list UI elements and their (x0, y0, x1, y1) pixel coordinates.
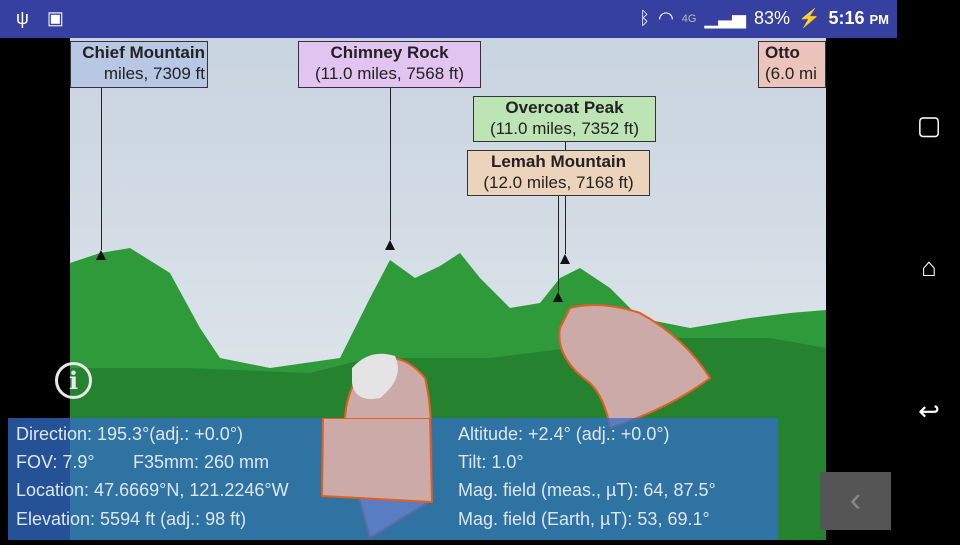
peak-marker (560, 254, 570, 264)
mag-field-earth-text: Mag. field (Earth, µT): 53, 69.1° (458, 509, 710, 529)
status-bar: ψ ▣ ᛒ ◠ 4G ▁▃▅ 83% ⚡ 5:16 PM (0, 0, 897, 38)
elevation-text: Elevation: 5594 ft (adj.: 98 ft) (16, 509, 247, 529)
signal-icon: ▁▃▅ (704, 8, 746, 28)
home-icon[interactable]: ⌂ (921, 252, 937, 282)
recents-icon[interactable]: ▢ (916, 110, 942, 140)
peak-label-lemah-mountain[interactable]: Lemah Mountain (12.0 miles, 7168 ft) (467, 150, 650, 196)
usb-icon: ψ (16, 8, 29, 28)
collapse-panel-button[interactable]: ‹ (820, 472, 891, 530)
mag-field-measured-text: Mag. field (meas., µT): 64, 87.5° (458, 480, 716, 500)
peak-marker (96, 250, 106, 260)
peak-label-otto[interactable]: Otto (6.0 mi (758, 41, 826, 88)
wifi-icon: ◠ (658, 8, 674, 28)
fov-text: FOV: 7.9° (16, 452, 95, 472)
clock: 5:16 (828, 8, 865, 28)
android-icon: ▣ (46, 8, 64, 28)
navigation-bar: ▢ ⌂ ↩ (897, 0, 960, 540)
network-type: 4G (681, 12, 697, 25)
back-icon[interactable]: ↩ (918, 396, 940, 426)
altitude-text: Altitude: +2.4° (adj.: +0.0°) (458, 424, 670, 444)
battery-charging-icon: ⚡ (798, 8, 821, 28)
location-text: Location: 47.6669°N, 121.2246°W (16, 480, 289, 500)
peak-marker (553, 292, 563, 302)
f35-text: F35mm: 260 mm (133, 452, 270, 472)
clock-ampm: PM (869, 12, 890, 27)
peak-label-overcoat-peak[interactable]: Overcoat Peak (11.0 miles, 7352 ft) (473, 96, 656, 142)
bluetooth-icon: ᛒ (639, 8, 651, 28)
tilt-text: Tilt: 1.0° (458, 452, 524, 472)
peak-marker (385, 240, 395, 250)
peak-label-chimney-rock[interactable]: Chimney Rock (11.0 miles, 7568 ft) (298, 41, 481, 88)
peak-label-chief-mountain[interactable]: Chief Mountain miles, 7309 ft (70, 41, 208, 88)
direction-text: Direction: 195.3°(adj.: +0.0°) (16, 424, 244, 444)
info-button[interactable]: i (55, 362, 92, 399)
battery-percent: 83% (754, 8, 791, 28)
